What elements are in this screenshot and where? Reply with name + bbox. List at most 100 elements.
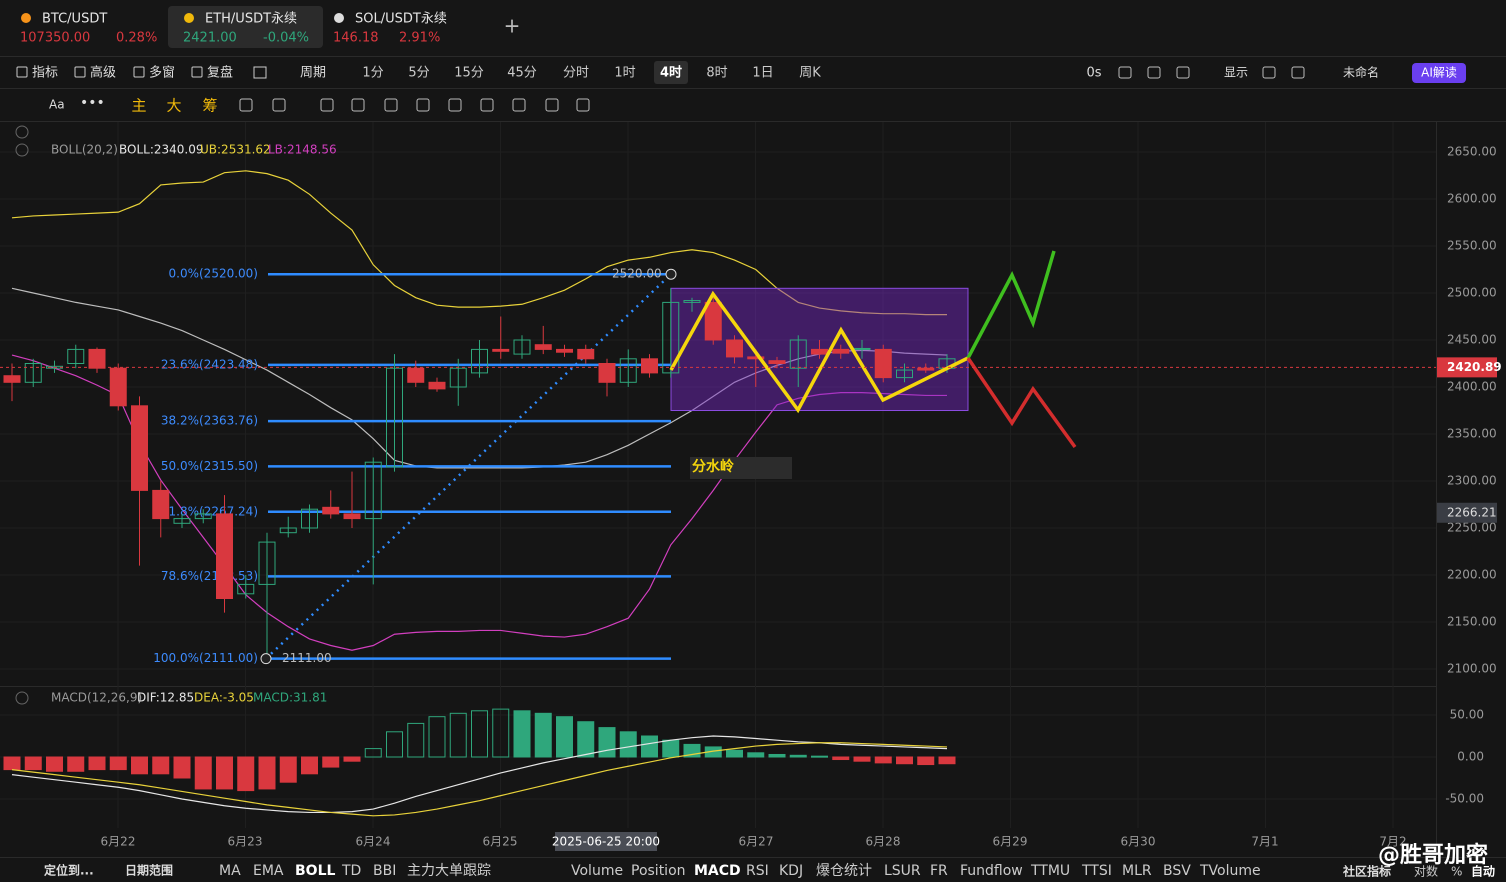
price-tick-label: 2350.00 <box>1447 427 1497 441</box>
tag-tool[interactable]: 筹 <box>202 97 217 115</box>
sub-indicator[interactable]: 爆仓统计 <box>816 863 872 879</box>
period-button[interactable]: 分时 <box>563 66 589 81</box>
macd-bar <box>471 710 488 758</box>
sub-indicator[interactable]: LSUR <box>884 863 921 879</box>
fib-label: 50.0%(2315.50) <box>161 459 258 473</box>
legend-toggle[interactable] <box>15 691 29 705</box>
macd-bar <box>896 756 913 765</box>
draw-tool-icon[interactable] <box>384 98 398 112</box>
boll-middle <box>11 287 948 469</box>
sub-indicator[interactable]: FR <box>930 863 948 879</box>
sub-indicator[interactable]: RSI <box>746 863 769 879</box>
macd-bar <box>449 712 467 758</box>
tab-symbol[interactable]: ETH/USDT永续 <box>205 12 297 27</box>
price-tick-label: 2600.00 <box>1447 192 1497 206</box>
main-indicator[interactable]: BOLL <box>295 863 335 879</box>
main-indicator[interactable]: MA <box>219 863 241 879</box>
more-tools[interactable]: ••• <box>80 95 105 111</box>
draw-tool-icon[interactable] <box>576 98 590 112</box>
auto-toggle[interactable]: 自动 <box>1471 864 1495 879</box>
draw-tool-icon[interactable] <box>448 98 462 112</box>
period-button[interactable]: 1分 <box>362 66 383 81</box>
tool-icon[interactable] <box>1176 66 1190 79</box>
pane-toggle[interactable] <box>15 125 29 139</box>
candle-body <box>471 348 488 374</box>
draw-tool-icon[interactable] <box>416 98 430 112</box>
period-menu[interactable]: 周期 <box>300 66 326 81</box>
sub-indicator[interactable]: KDJ <box>779 863 803 879</box>
draw-tool-icon[interactable] <box>512 98 526 112</box>
tool-icon[interactable] <box>1118 66 1132 79</box>
toolbar-item[interactable]: 高级 <box>90 65 116 81</box>
add-tab[interactable]: + <box>504 14 521 38</box>
sub-indicator[interactable]: Position <box>631 863 686 879</box>
toolbar-item[interactable]: 指标 <box>32 66 58 81</box>
tool-icon[interactable] <box>1262 66 1276 79</box>
sub-indicator[interactable]: Volume <box>571 863 623 879</box>
period-button[interactable]: 8时 <box>706 66 727 81</box>
draw-tool-icon[interactable] <box>545 98 559 112</box>
toolbar-item[interactable]: 复盘 <box>207 65 233 81</box>
draw-tool-icon[interactable] <box>480 98 494 112</box>
tool-icon[interactable] <box>1147 66 1161 79</box>
layout-name[interactable]: 未命名 <box>1343 65 1379 80</box>
period-button[interactable]: 4时 <box>660 65 682 81</box>
price-tick-label: 2200.00 <box>1447 568 1497 582</box>
candle-body <box>832 348 850 354</box>
toolbar-item[interactable]: 多窗 <box>149 65 175 81</box>
draw-tool-icon[interactable] <box>351 98 365 112</box>
legend-toggle[interactable] <box>15 143 29 157</box>
ai-button-bg[interactable] <box>1412 63 1466 83</box>
tag-tool[interactable]: 主 <box>131 97 146 115</box>
fib-label: 38.2%(2363.76) <box>161 414 258 428</box>
macd-bar <box>874 756 892 764</box>
tab-symbol[interactable]: SOL/USDT永续 <box>355 12 447 27</box>
date-range-button[interactable]: 日期范围 <box>125 863 173 878</box>
candle-body <box>662 301 680 374</box>
tag-tool[interactable]: 大 <box>166 97 181 115</box>
period-button[interactable]: 1日 <box>752 66 773 81</box>
main-indicator[interactable]: 主力大单跟踪 <box>407 863 491 879</box>
sub-indicator[interactable]: BSV <box>1163 863 1191 879</box>
macd-bar <box>577 721 595 758</box>
font-tool[interactable]: Aa <box>49 98 65 112</box>
main-indicator[interactable]: EMA <box>253 863 284 879</box>
draw-tool-icon[interactable] <box>239 98 253 112</box>
sub-indicator[interactable]: MLR <box>1122 863 1152 879</box>
candle-body <box>598 363 616 383</box>
main-indicator[interactable]: TD <box>341 863 361 879</box>
date-label: 7月1 <box>1251 835 1278 849</box>
price-tick-label: 2550.00 <box>1447 239 1497 253</box>
period-button[interactable]: 5分 <box>408 66 429 81</box>
last-price-label: 2420.89 <box>1447 360 1502 374</box>
tool-icon[interactable] <box>1291 66 1305 79</box>
draw-tool-icon[interactable] <box>272 98 286 112</box>
date-label: 6月24 <box>356 835 391 849</box>
percent-toggle[interactable]: % <box>1451 865 1462 879</box>
candle-body <box>874 348 892 379</box>
community-indicators[interactable]: 社区指标 <box>1342 864 1391 879</box>
sub-indicator[interactable]: MACD <box>694 863 741 879</box>
ai-button[interactable]: AI解读 <box>1421 66 1457 80</box>
locate-button[interactable]: 定位到... <box>44 863 94 878</box>
draw-tool-icon[interactable] <box>320 98 334 112</box>
sub-indicator[interactable]: TTMU <box>1030 863 1070 879</box>
candle-body <box>726 339 743 358</box>
period-button[interactable]: 45分 <box>507 66 537 81</box>
sub-indicator[interactable]: TTSI <box>1081 863 1112 879</box>
main-indicator[interactable]: BBI <box>373 863 396 879</box>
price-tick-label: 2500.00 <box>1447 286 1497 300</box>
log-toggle[interactable]: 对数 <box>1414 864 1438 879</box>
period-button[interactable]: 周K <box>799 66 821 81</box>
sub-indicator[interactable]: TVolume <box>1199 863 1261 879</box>
period-button[interactable]: 15分 <box>454 66 484 81</box>
sub-indicator[interactable]: Fundflow <box>960 863 1023 879</box>
macd-bar <box>917 756 935 766</box>
tab-symbol[interactable]: BTC/USDT <box>42 12 107 27</box>
macd-bar <box>768 753 786 758</box>
countdown: 0s <box>1086 66 1101 81</box>
display-menu[interactable]: 显示 <box>1224 66 1248 80</box>
period-button[interactable]: 1时 <box>614 66 635 81</box>
candle-body <box>364 461 382 520</box>
